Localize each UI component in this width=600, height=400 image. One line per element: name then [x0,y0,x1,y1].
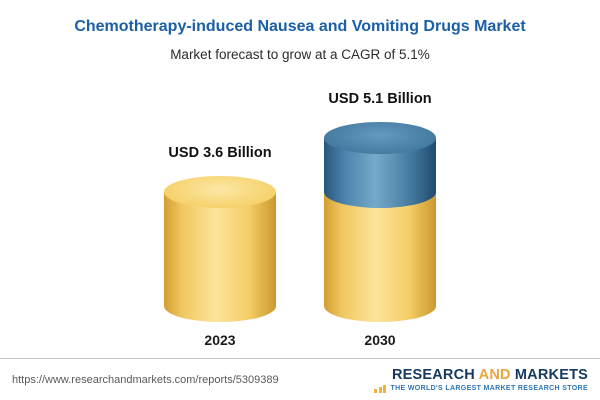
value-label-2030: USD 5.1 Billion [328,91,432,108]
category-label-2023: 2023 [204,332,236,348]
logo-word-research: RESEARCH [391,366,475,383]
cylinder-top-face-yellow [164,176,276,209]
cylinder-bar-chart: USD 3.6 Billion 2023 USD 5.1 Billion 203… [0,62,600,358]
logo-tagline-row: THE WORLD'S LARGEST MARKET RESEARCH STOR… [374,384,588,393]
category-label-2030: 2030 [364,332,396,348]
chart-subtitle: Market forecast to grow at a CAGR of 5.1… [170,47,430,62]
logo-word-markets: MARKETS [514,366,588,383]
research-and-markets-logo: RESEARCH AND MARKETS THE WORLD'S LARGEST… [374,367,588,393]
cylinder-body-yellow [164,192,276,322]
chart-header: Chemotherapy-induced Nausea and Vomiting… [0,0,600,62]
chart-title: Chemotherapy-induced Nausea and Vomiting… [74,18,526,35]
logo-word-and: AND [478,366,511,383]
page-footer: https://www.researchandmarkets.com/repor… [0,358,600,400]
cylinder-segment-base-yellow [324,192,436,322]
cylinder-top-face-blue [324,122,436,155]
logo-tagline: THE WORLD'S LARGEST MARKET RESEARCH STOR… [390,385,588,392]
logo-bars-icon [374,384,387,393]
cylinder-bar-2023 [164,176,276,322]
logo-wordmark: RESEARCH AND MARKETS [374,367,588,383]
bar-group-2023: USD 3.6 Billion 2023 [164,145,276,348]
cylinder-bar-2030 [324,122,436,322]
bar-group-2030: USD 5.1 Billion 2030 [324,91,436,348]
value-label-2023: USD 3.6 Billion [168,145,272,162]
cylinder-segment-growth-blue [324,122,436,209]
source-url: https://www.researchandmarkets.com/repor… [12,373,279,386]
